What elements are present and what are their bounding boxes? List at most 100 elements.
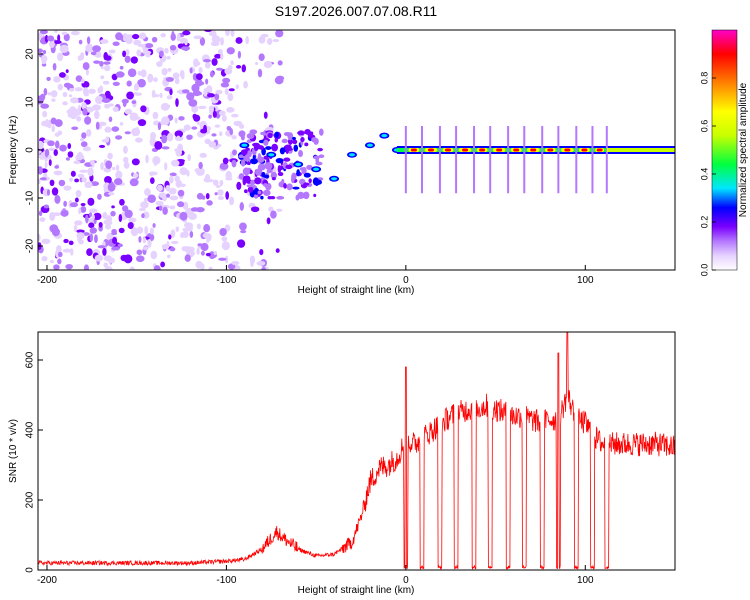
spectrogram-noise-blob [254, 61, 259, 66]
spectrogram-transition-blob [306, 164, 313, 170]
spectrogram-transition-blob [300, 137, 305, 143]
spectrogram-noise-blob [218, 110, 226, 116]
spectrogram-noise-blob [144, 225, 149, 235]
spectrogram-noise-blob [276, 208, 283, 212]
spectrogram-noise-blob [199, 152, 207, 158]
spectrogram-noise-blob [101, 98, 111, 103]
spectrogram-noise-blob [122, 156, 129, 164]
spectrogram-noise-blob [208, 31, 217, 37]
spectrogram-noise-blob [199, 37, 206, 46]
spectrogram-noise-blob [189, 67, 193, 74]
spectrogram-x-ticks: -200 -100 0 100 [37, 265, 594, 286]
spectrogram-noise-blob [54, 30, 58, 34]
spectrogram-noise-blob [230, 30, 235, 37]
spectrogram-noise-blob [206, 238, 210, 243]
spectrogram-noise-blob [57, 130, 63, 136]
spectrogram-transition-blob [260, 195, 264, 200]
spectrogram-transition-blob [254, 177, 262, 185]
spectrogram-x-tick-label: 0 [403, 275, 409, 286]
spectrogram-noise-blob [91, 214, 95, 220]
spectrogram-carrier-peak [564, 148, 571, 152]
spectrogram-noise-blob [62, 248, 72, 253]
spectrogram-noise-blob [226, 47, 235, 55]
colorbar-frame [711, 29, 738, 271]
spectrogram-noise-blob [65, 157, 70, 161]
spectrogram-noise-blob [89, 208, 98, 214]
spectrogram-track-core [366, 143, 373, 147]
spectrogram-transition-blob [261, 171, 266, 178]
spectrogram-carrier-peak [427, 148, 434, 152]
spectrogram-noise-blob [166, 56, 171, 60]
colorbar-label: Normalized spectral amplitude [738, 82, 749, 217]
spectrogram-track-core [349, 153, 356, 157]
spectrogram-noise-blob [117, 243, 123, 248]
spectrogram-noise-blob [150, 131, 156, 140]
spectrogram-transition-blob [302, 191, 310, 200]
spectrogram-noise-blob [189, 230, 194, 238]
spectrogram-transition-blob [264, 162, 273, 170]
spectrogram-noise-blob [118, 227, 125, 234]
spectrogram-noise-blob [47, 154, 52, 160]
spectrogram-noise-blob [179, 211, 188, 221]
spectrogram-noise-blob [275, 30, 284, 38]
spectrogram-noise-blob [231, 135, 237, 140]
spectrogram-noise-blob [39, 217, 46, 222]
spectrogram-noise-blob [127, 221, 134, 230]
spectrogram-noise-blob [208, 266, 213, 270]
spectrogram-transition-blob [283, 157, 291, 162]
spectrogram-transition-blob [283, 182, 287, 189]
spectrogram-noise-blob [137, 44, 146, 48]
spectrogram-noise-blob [201, 195, 206, 200]
spectrogram-noise-blob [188, 99, 198, 107]
spectrogram-noise-blob [118, 213, 123, 223]
spectrogram-carrier-peak [530, 148, 537, 152]
spectrogram-track-core [241, 143, 248, 147]
spectrogram-noise-blob [167, 254, 171, 259]
spectrogram-noise-blob [263, 111, 268, 119]
spectrogram-noise-blob [77, 55, 83, 61]
spectrogram-noise-blob [270, 171, 278, 179]
spectrogram-noise-blob [103, 64, 111, 72]
spectrogram-noise-blob [111, 126, 120, 132]
snr-x-tick-label: -100 [216, 575, 236, 586]
spectrogram-noise-blob [164, 47, 169, 54]
spectrogram-transition-blob [295, 194, 300, 201]
spectrogram-noise-blob [156, 184, 163, 192]
spectrogram-noise-blob [77, 104, 81, 114]
spectrogram-noise-blob [198, 169, 204, 176]
spectrogram-noise-blob [266, 217, 271, 225]
spectrogram-transition-blob [244, 189, 248, 194]
spectrogram-noise-blob [171, 30, 175, 40]
spectrogram-noise-blob [84, 181, 93, 189]
spectrogram-y-tick-label: -10 [25, 190, 36, 205]
spectrogram-transition-blob [249, 158, 258, 165]
spectrogram-noise-blob [239, 222, 247, 231]
spectrogram-noise-blob [73, 224, 78, 233]
spectrogram-noise-blob [136, 49, 142, 57]
spectrogram-noise-blob [67, 143, 72, 150]
spectrogram-noise-blob [221, 114, 227, 122]
spectrogram-noise-blob [193, 35, 203, 40]
spectrogram-noise-blob [93, 110, 100, 120]
spectrogram-transition-blob [249, 129, 258, 135]
spectrogram-noise-blob [89, 233, 93, 242]
spectrogram-noise-blob [136, 249, 143, 256]
spectrogram-noise-blob [88, 222, 95, 229]
spectrogram-noise-blob [263, 60, 273, 69]
spectrogram-noise-blob [236, 181, 242, 190]
spectrogram-noise-blob [139, 32, 147, 40]
spectrogram-transition-blob [297, 130, 305, 136]
spectrogram-noise-blob [53, 76, 61, 80]
spectrogram-noise-blob [121, 205, 129, 212]
spectrogram-noise-blob [102, 211, 108, 219]
spectrogram-noise-blob [151, 36, 158, 43]
spectrogram-noise-blob [102, 61, 111, 65]
spectrogram-transition-blob [287, 138, 293, 145]
spectrogram-transition-blob [313, 155, 320, 160]
spectrogram-noise-blob [39, 30, 48, 35]
spectrogram-noise-blob [153, 77, 158, 83]
spectrogram-noise-blob [124, 108, 133, 115]
spectrogram-noise-blob [91, 104, 101, 111]
spectrogram-noise-blob [140, 201, 149, 209]
